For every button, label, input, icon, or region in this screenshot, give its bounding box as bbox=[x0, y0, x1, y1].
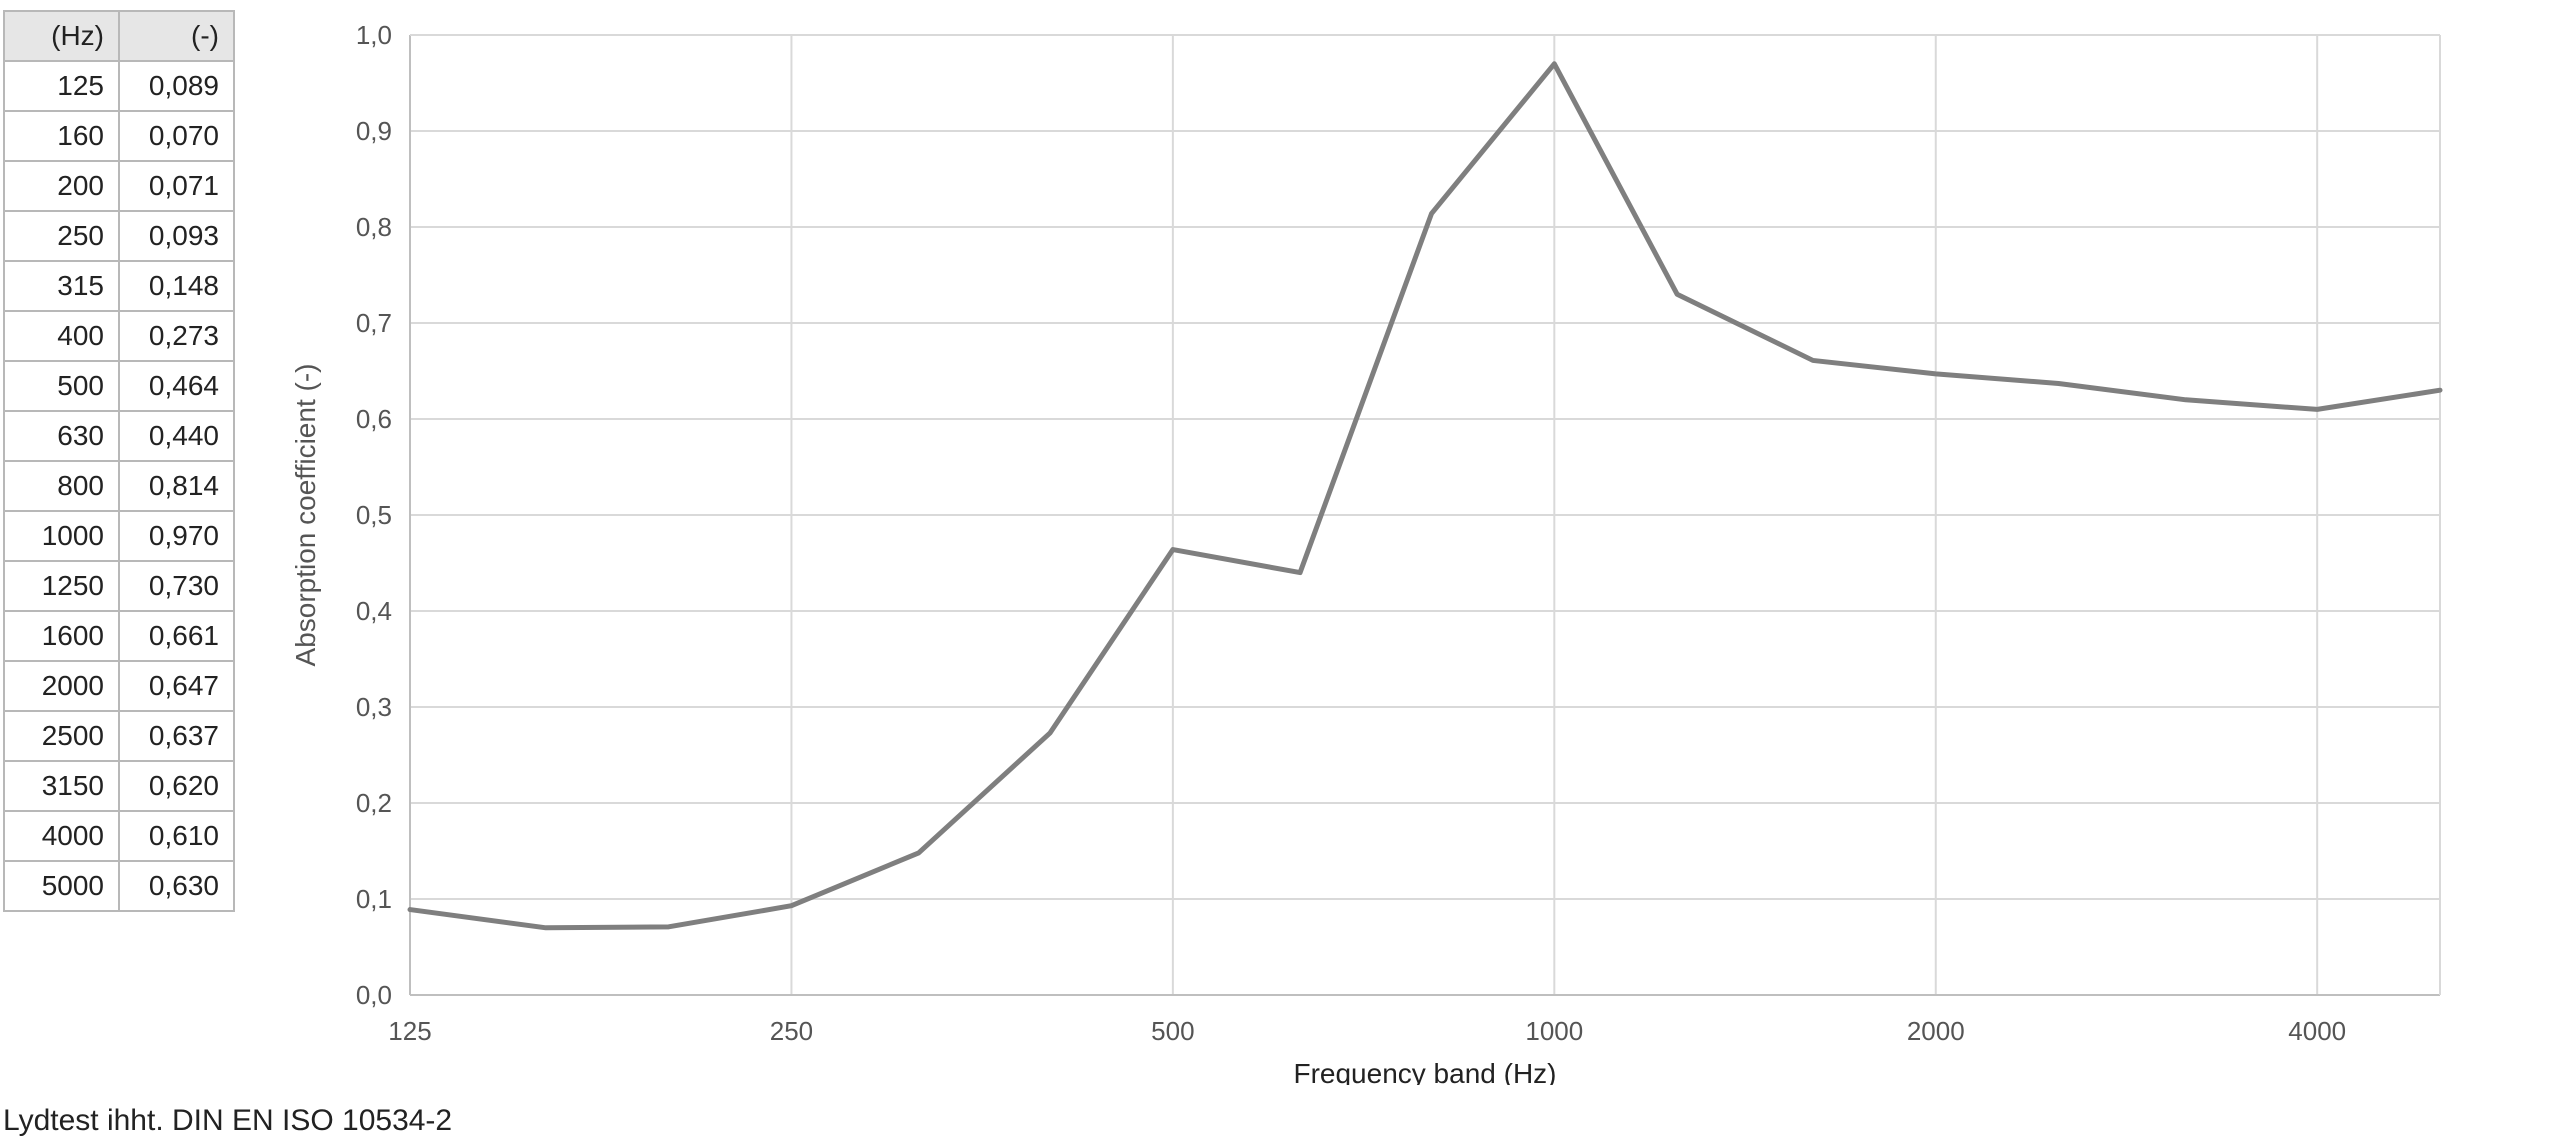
cell-hz: 160 bbox=[4, 111, 119, 161]
page: (Hz) (-) 1250,0891600,0702000,0712500,09… bbox=[0, 0, 2560, 1143]
cell-coef: 0,089 bbox=[119, 61, 234, 111]
footer-note: Lydtest ihht. DIN EN ISO 10534-2 bbox=[3, 1104, 452, 1138]
table-row: 5000,464 bbox=[4, 361, 234, 411]
table-header-row: (Hz) (-) bbox=[4, 11, 234, 61]
x-tick-label: 125 bbox=[388, 1016, 431, 1046]
x-tick-label: 250 bbox=[770, 1016, 813, 1046]
cell-hz: 2000 bbox=[4, 661, 119, 711]
y-tick-label: 0,3 bbox=[356, 692, 392, 722]
cell-coef: 0,464 bbox=[119, 361, 234, 411]
y-tick-label: 0,2 bbox=[356, 788, 392, 818]
x-axis-label: Frequency band (Hz) bbox=[1293, 1058, 1556, 1085]
y-tick-label: 0,4 bbox=[356, 596, 392, 626]
cell-hz: 250 bbox=[4, 211, 119, 261]
chart-container: 0,0 0,1 0,2 0,3 0,4 0,5 0,6 0,7 0,8 0,9 1,0 125 250 5… bbox=[270, 5, 2520, 1085]
table-row: 40000,610 bbox=[4, 811, 234, 861]
cell-coef: 0,661 bbox=[119, 611, 234, 661]
cell-coef: 0,070 bbox=[119, 111, 234, 161]
table-row: 3150,148 bbox=[4, 261, 234, 311]
data-table-container: (Hz) (-) 1250,0891600,0702000,0712500,09… bbox=[3, 10, 235, 912]
cell-coef: 0,630 bbox=[119, 861, 234, 911]
data-table: (Hz) (-) 1250,0891600,0702000,0712500,09… bbox=[3, 10, 235, 912]
y-tick-label: 0,9 bbox=[356, 116, 392, 146]
cell-hz: 1000 bbox=[4, 511, 119, 561]
cell-coef: 0,970 bbox=[119, 511, 234, 561]
cell-coef: 0,610 bbox=[119, 811, 234, 861]
table-row: 4000,273 bbox=[4, 311, 234, 361]
table-row: 16000,661 bbox=[4, 611, 234, 661]
absorption-chart: 0,0 0,1 0,2 0,3 0,4 0,5 0,6 0,7 0,8 0,9 1,0 125 250 5… bbox=[270, 5, 2470, 1085]
y-tick-label: 0,5 bbox=[356, 500, 392, 530]
y-tick-label: 0,7 bbox=[356, 308, 392, 338]
cell-coef: 0,730 bbox=[119, 561, 234, 611]
cell-hz: 4000 bbox=[4, 811, 119, 861]
header-hz: (Hz) bbox=[4, 11, 119, 61]
x-tick-label: 2000 bbox=[1907, 1016, 1965, 1046]
cell-hz: 3150 bbox=[4, 761, 119, 811]
cell-hz: 630 bbox=[4, 411, 119, 461]
cell-hz: 500 bbox=[4, 361, 119, 411]
table-row: 10000,970 bbox=[4, 511, 234, 561]
cell-coef: 0,647 bbox=[119, 661, 234, 711]
y-axis-label: Absorption coefficient (-) bbox=[290, 364, 321, 667]
table-row: 31500,620 bbox=[4, 761, 234, 811]
table-row: 25000,637 bbox=[4, 711, 234, 761]
cell-hz: 2500 bbox=[4, 711, 119, 761]
y-tick-label: 1,0 bbox=[356, 20, 392, 50]
cell-hz: 315 bbox=[4, 261, 119, 311]
cell-hz: 5000 bbox=[4, 861, 119, 911]
cell-hz: 800 bbox=[4, 461, 119, 511]
header-coef: (-) bbox=[119, 11, 234, 61]
cell-hz: 1250 bbox=[4, 561, 119, 611]
table-row: 6300,440 bbox=[4, 411, 234, 461]
table-row: 8000,814 bbox=[4, 461, 234, 511]
table-body: 1250,0891600,0702000,0712500,0933150,148… bbox=[4, 61, 234, 911]
table-row: 2500,093 bbox=[4, 211, 234, 261]
table-row: 2000,071 bbox=[4, 161, 234, 211]
table-row: 12500,730 bbox=[4, 561, 234, 611]
cell-coef: 0,440 bbox=[119, 411, 234, 461]
cell-coef: 0,093 bbox=[119, 211, 234, 261]
x-tick-label: 500 bbox=[1151, 1016, 1194, 1046]
table-row: 1250,089 bbox=[4, 61, 234, 111]
cell-hz: 125 bbox=[4, 61, 119, 111]
cell-coef: 0,637 bbox=[119, 711, 234, 761]
table-row: 50000,630 bbox=[4, 861, 234, 911]
cell-coef: 0,273 bbox=[119, 311, 234, 361]
y-tick-label: 0,1 bbox=[356, 884, 392, 914]
x-tick-label: 4000 bbox=[2288, 1016, 2346, 1046]
table-row: 20000,647 bbox=[4, 661, 234, 711]
cell-hz: 200 bbox=[4, 161, 119, 211]
cell-hz: 400 bbox=[4, 311, 119, 361]
table-row: 1600,070 bbox=[4, 111, 234, 161]
cell-coef: 0,071 bbox=[119, 161, 234, 211]
y-tick-label: 0,0 bbox=[356, 980, 392, 1010]
cell-coef: 0,814 bbox=[119, 461, 234, 511]
x-tick-label: 1000 bbox=[1525, 1016, 1583, 1046]
cell-coef: 0,620 bbox=[119, 761, 234, 811]
cell-hz: 1600 bbox=[4, 611, 119, 661]
y-tick-label: 0,6 bbox=[356, 404, 392, 434]
cell-coef: 0,148 bbox=[119, 261, 234, 311]
y-tick-label: 0,8 bbox=[356, 212, 392, 242]
